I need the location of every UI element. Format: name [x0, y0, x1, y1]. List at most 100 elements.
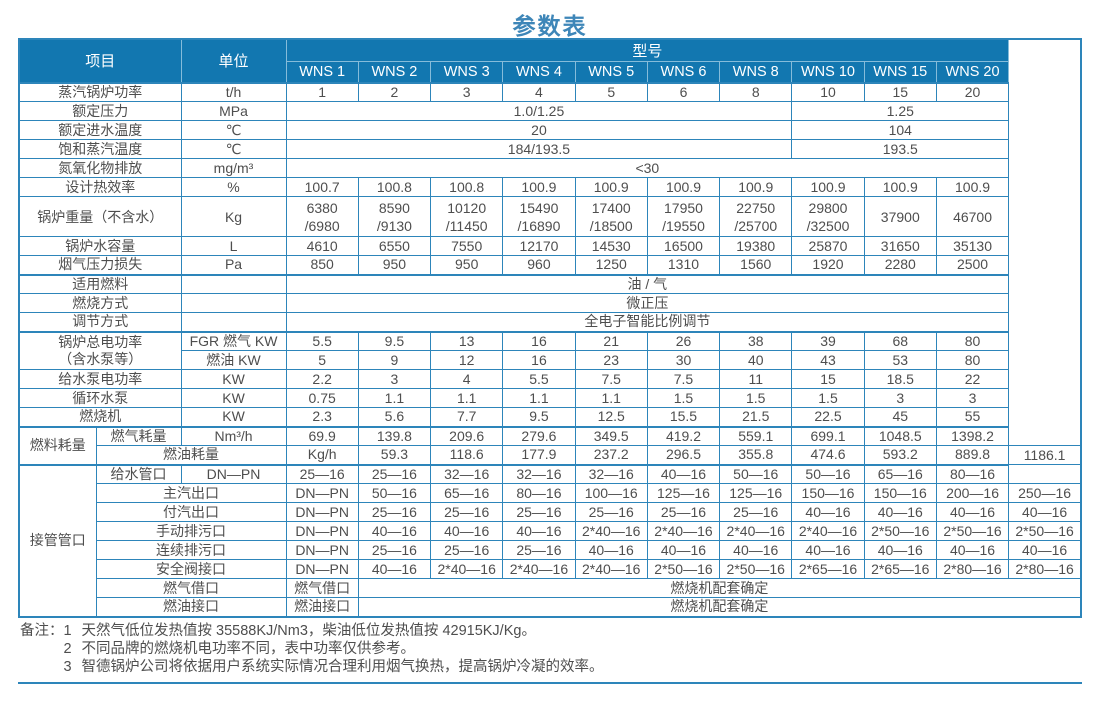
cell: 6 [646, 81, 721, 102]
table-row: 燃烧方式 微正压 [18, 293, 1081, 313]
cell: 150—16 [863, 483, 937, 503]
cell: 5 [285, 350, 359, 370]
cell: 1920 [791, 255, 865, 275]
cell: 46700 [935, 196, 1010, 237]
cell: 15 [863, 81, 937, 102]
page-title: 参数表 [512, 13, 588, 39]
row-unit: KW [180, 369, 287, 389]
cell: 16 [502, 350, 576, 370]
cell: 1.1 [574, 388, 648, 408]
cell: 18.5 [863, 369, 937, 389]
cell: 40—16 [1008, 502, 1082, 522]
notes-items: 1 天然气低位发热值按 35588KJ/Nm3，柴油低位发热值按 42915KJ/… [64, 622, 1083, 676]
cell: 3 [357, 369, 432, 389]
cell: 1.5 [791, 388, 865, 408]
cell: 31650 [863, 236, 937, 256]
cell: 40—16 [430, 521, 504, 541]
cell: 40—16 [646, 540, 721, 560]
cell: 1560 [719, 255, 793, 275]
cell: 559.1 [719, 425, 793, 446]
cell: 100—16 [574, 483, 648, 503]
cell: 237.2 [574, 445, 648, 465]
note-item: 2 不同品牌的燃烧机电功率不同，表中功率仅供参考。 [64, 640, 1083, 658]
table-row: 锅炉重量（不含水） Kg 6380/6980 8590/9130 10120/11450… [18, 196, 1081, 237]
cell: 40—16 [357, 521, 432, 541]
note-text: 不同品牌的燃烧机电功率不同，表中功率仅供参考。 [81, 640, 416, 657]
table-row: 烟气压力损失 Pa 850 950 950 960 1250 1310 1560 1920 2280… [18, 255, 1081, 275]
table-row: 设计热效率% 100.7 100.8 100.8 100.9 100.9 100.9 100.… [18, 177, 1081, 197]
cell: 40—16 [719, 540, 793, 560]
table-row: 燃油接口 燃油接口 燃烧机配套确定 [19, 597, 1082, 617]
cell: 53 [863, 350, 937, 370]
cell: 250—16 [1008, 483, 1082, 503]
row-unit: MPa [180, 101, 287, 121]
cell: 7.7 [430, 407, 504, 427]
cell: 1.1 [357, 388, 432, 408]
row-label: 调节方式 [18, 312, 182, 332]
cell: 2*65—16 [791, 559, 865, 579]
row-label: 安全阀接口 [95, 559, 287, 579]
row-label: 燃烧机 [18, 407, 182, 427]
cell: 19380 [719, 236, 793, 256]
cell: 699.1 [791, 425, 865, 446]
cell: 40—16 [935, 540, 1010, 560]
cell: 微正压 [285, 293, 1010, 313]
row-unit: t/h [180, 81, 287, 102]
cell: 25—16 [357, 502, 432, 522]
row-label: 额定进水温度 [18, 120, 182, 140]
cell: 17950/19550 [646, 196, 721, 237]
cell: 燃烧机配套确定 [357, 597, 1082, 617]
table-row: 额定进水温度 ℃ 20 104 [18, 120, 1081, 140]
cell: 14530 [574, 236, 648, 256]
cell: 474.6 [791, 445, 865, 465]
row-label: 连续排污口 [95, 540, 287, 560]
cell: 9.5 [502, 407, 576, 427]
cell: 950 [430, 255, 504, 275]
cell: 16 [502, 330, 576, 351]
cell: 279.6 [502, 425, 576, 446]
cell: 59.3 [357, 445, 432, 465]
cell: 40—16 [357, 559, 432, 579]
row-unit: Pa [180, 255, 287, 275]
col-header-item: 项目 [18, 38, 182, 83]
cell: 13 [430, 330, 504, 351]
cell: 2*40—16 [430, 559, 504, 579]
cell: 25—16 [502, 540, 576, 560]
cell: 32—16 [430, 463, 504, 484]
cell: 10 [791, 81, 865, 102]
cell: 1186.1 [1008, 445, 1082, 465]
cell: 2280 [863, 255, 937, 275]
cell: 39 [791, 330, 865, 351]
row-unit [180, 312, 287, 332]
table-row: 锅炉总电功率 （含水泵等） FGR 燃气 KW 5.5 9.5 13 16 21 26 38 39 6… [18, 330, 1081, 370]
row-label-line2: （含水泵等） [58, 350, 143, 367]
cell: 2500 [935, 255, 1010, 275]
table-row: 燃烧机 KW 2.3 5.6 7.7 9.5 12.5 15.5 21.5 22.5 45 55 [18, 407, 1081, 427]
table-row: 饱和蒸汽温度 ℃ 184/193.5 193.5 [18, 139, 1081, 159]
row-unit: ℃ [180, 120, 287, 140]
row-unit: % [180, 177, 287, 197]
row-label: 燃气耗量 [95, 425, 182, 446]
note-number: 2 [63, 640, 72, 657]
cell: 9 [357, 350, 432, 370]
cell: 11 [719, 369, 793, 389]
row-unit: DN—PN [285, 559, 359, 579]
cell: 100.8 [430, 177, 504, 197]
cell: 25—16 [574, 502, 648, 522]
cell: 193.5 [791, 139, 1010, 159]
table-row: 氮氧化物排放 mg/m³ <30 [18, 158, 1081, 178]
cell: 22.5 [791, 407, 865, 427]
cell: 100.9 [791, 177, 865, 197]
cell: 1398.2 [935, 425, 1010, 446]
table-row: 接管管口 给水管口 DN—PN 25—16 25—16 32—16 32—16 32—16 40… [18, 463, 1081, 617]
cell: 30 [646, 350, 721, 370]
cell: 2*40—16 [791, 521, 865, 541]
header-row-1: 项目 单位 型号 [18, 38, 1081, 83]
cell: 419.2 [646, 425, 721, 446]
cell: 65—16 [863, 463, 937, 484]
cell: 2*50—16 [935, 521, 1010, 541]
cell: 25—16 [430, 540, 504, 560]
cell: 40—16 [791, 540, 865, 560]
